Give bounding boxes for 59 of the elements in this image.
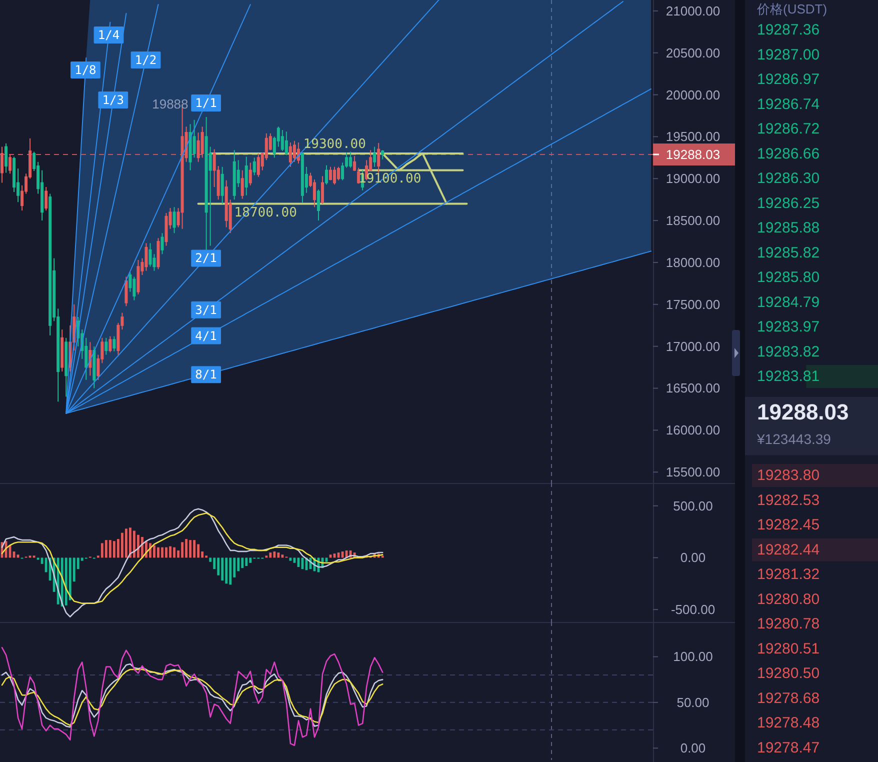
y-tick-label: 19283.81 [757,368,820,385]
y-tick-label: 20500.00 [666,45,720,60]
series-label: 4/1 [195,328,217,343]
ref-line-label: 19288.03 [666,146,720,162]
y-tick-label: 19286.72 [757,120,820,138]
y-tick-label: 500.00 [673,498,713,514]
y-tick-label: 0.00 [680,740,706,756]
series-label: 1/8 [74,63,96,77]
series-label: 1/2 [134,53,157,67]
y-tick-label: 17500.00 [666,296,720,312]
y-tick-label: 16500.00 [666,380,720,396]
y-tick-label: 19281.32 [757,566,820,583]
y-tick-label: 18500.00 [666,213,720,228]
y-tick-label: 19286.74 [757,96,820,113]
y-tick-label: 19278.47 [757,739,820,756]
y-tick-label: 19285.88 [757,220,820,236]
annotation: ¥123443.39 [756,430,832,447]
y-tick-label: 19285.82 [757,244,820,262]
y-tick-label: -500.00 [670,602,716,618]
y-tick-label: 19500.00 [666,129,720,144]
y-tick-label: 17000.00 [666,338,720,354]
y-tick-label: 100.00 [673,649,713,664]
y-tick-label: 19278.68 [757,690,820,707]
y-tick-label: 16000.00 [666,422,720,438]
y-tick-label: 19287.00 [757,46,820,64]
y-tick-label: 21000.00 [666,3,720,18]
y-tick-label: 19280.50 [757,665,820,682]
y-tick-label: 19283.97 [757,318,820,336]
y-tick-label: 19280.80 [757,590,820,608]
y-tick-label: 19286.25 [757,194,820,212]
series-label: 8/1 [195,368,217,382]
y-tick-label: 19285.80 [757,269,820,286]
series-label: 1/4 [98,28,120,42]
y-tick-label: 19278.48 [757,714,820,732]
y-tick-label: 19286.66 [757,145,820,162]
y-tick-label: 19284.79 [757,294,820,311]
y-tick-label: 19280.78 [757,616,820,632]
y-tick-label: 19286.97 [757,71,820,88]
y-tick-label: 18000.00 [666,254,720,270]
y-tick-label: 19283.82 [757,343,820,360]
series-label: 3/1 [195,302,217,317]
chart-title: 价格(USDT) [756,2,828,16]
y-tick-label: 20000.00 [666,87,720,102]
y-tick-label: 19283.80 [757,467,820,484]
y-tick-label: 50.00 [676,694,710,710]
annotation: 19288.03 [757,399,849,424]
series-label: 1/1 [195,96,217,110]
y-tick-label: 19000.00 [666,171,720,186]
y-tick-label: 0.00 [680,550,706,566]
y-tick-label: 19282.53 [757,492,820,509]
y-tick-label: 15500.00 [666,464,720,480]
annotation: 19888 [152,96,188,112]
y-tick-label: 19286.30 [757,170,820,187]
y-tick-label: 19282.45 [757,516,820,534]
y-tick-label: 19280.51 [757,640,820,658]
series-label: 1/3 [102,93,124,107]
y-tick-label: 19287.36 [757,22,820,38]
y-tick-label: 19282.44 [757,541,820,558]
series-label: 2/1 [195,251,217,266]
